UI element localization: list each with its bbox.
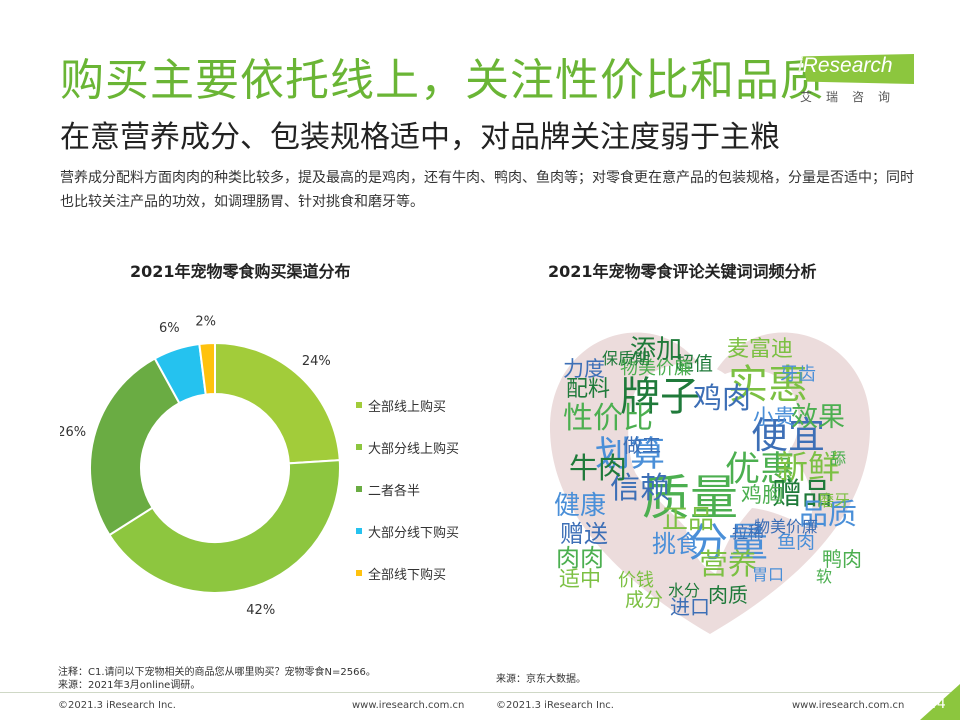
legend-label: 二者各半 <box>368 483 421 499</box>
legend-item: 全部线上购买 <box>356 384 459 426</box>
wordcloud-word: 进口 <box>670 595 710 619</box>
wordcloud-word: 正品 <box>662 505 714 535</box>
wordcloud-word: 优惠 <box>725 450 795 490</box>
wordcloud-title: 2021年宠物零食评论关键词词频分析 <box>548 262 817 281</box>
donut-chart-title: 2021年宠物零食购买渠道分布 <box>130 262 351 281</box>
wordcloud-word: 鱼肉 <box>777 531 815 553</box>
donut-data-label: 42% <box>246 603 275 618</box>
wordcloud-word: 划算 <box>595 435 665 475</box>
donut-slice <box>214 341 341 465</box>
wordcloud-word: 肉质 <box>708 583 748 607</box>
wordcloud-word: 水分 <box>668 581 700 600</box>
wordcloud-word: 质量 <box>642 470 738 526</box>
wordcloud-word: 物美价廉 <box>754 517 818 536</box>
legend-label: 大部分线下购买 <box>368 525 460 541</box>
donut-slice <box>198 341 216 396</box>
wordcloud-word: 便宜 <box>751 414 825 457</box>
wordcloud-word: 牙齿 <box>780 364 816 385</box>
note-left: 注释：C1.请问以下宠物相关的商品您从哪里购买？宠物零食N=2566。 来源：2… <box>58 666 376 692</box>
wordcloud-word: 品质 <box>799 497 857 531</box>
wordcloud-word: 软 <box>816 567 832 586</box>
logo-cn: 艾瑞咨询 <box>800 90 905 104</box>
wordcloud-word: 肉肉 <box>556 544 604 572</box>
page-subtitle: 在意营养成分、包装规格适中，对品牌关注度弱于主粮 <box>60 120 780 155</box>
wordcloud-word: 鸡胸 <box>741 483 783 507</box>
wordcloud-word: 牌子 <box>620 374 700 420</box>
note-line: 来源：2021年3月online调研。 <box>58 680 201 691</box>
legend-swatch <box>356 486 362 492</box>
logo-banner <box>802 54 914 84</box>
page-title: 购买主要依托线上，关注性价比和品质 <box>60 55 825 106</box>
note-right: 来源：京东大数据。 <box>496 674 586 685</box>
donut-slice <box>89 357 181 537</box>
wordcloud-word: 赠品 <box>772 477 832 512</box>
wordcloud-word: 信赖 <box>610 471 670 506</box>
note-line: 注释：C1.请问以下宠物相关的商品您从哪里购买？宠物零食N=2566。 <box>58 667 376 678</box>
wordcloud-word: 适中 <box>559 567 601 591</box>
wordcloud-word: 舔 <box>830 449 846 468</box>
legend-swatch <box>356 444 362 450</box>
wordcloud-word: 价钱 <box>618 570 654 591</box>
wordcloud-word: 胃口 <box>752 565 784 584</box>
legend-item: 大部分线上购买 <box>356 426 459 468</box>
legend-swatch <box>356 528 362 534</box>
legend-item: 二者各半 <box>356 468 459 510</box>
wordcloud-word: 分量 <box>688 520 768 566</box>
wordcloud-word: 健康 <box>554 491 606 521</box>
wordcloud-word: 营养 <box>699 547 757 581</box>
wordcloud-word: 物美价廉 <box>620 358 692 379</box>
footer-copyright-left: ©2021.3 iResearch Inc. <box>58 700 176 711</box>
legend-label: 全部线下购买 <box>368 567 447 583</box>
donut-data-label: 26% <box>60 425 86 440</box>
donut-chart: 24% 42% 26% 6% 2% <box>60 314 341 618</box>
legend-label: 大部分线上购买 <box>368 441 460 457</box>
iresearch-logo: iResearch 艾瑞咨询 <box>790 48 920 110</box>
wordcloud-word: 挑食 <box>652 530 700 558</box>
wordcloud-word: 保质期 <box>602 349 650 368</box>
footer-url-left: www.iresearch.com.cn <box>352 700 465 711</box>
legend-swatch <box>356 570 362 576</box>
wordcloud-word: 磨牙 <box>818 491 850 510</box>
wordcloud-word: 拉稀 <box>732 523 764 542</box>
wordcloud-word: 超值 <box>675 353 713 375</box>
wordcloud-word: 鸡肉 <box>693 381 751 415</box>
wordcloud-word: 牛肉 <box>569 451 627 485</box>
footer-divider <box>0 692 960 693</box>
wordcloud-word: 赠送 <box>560 520 608 548</box>
legend-swatch <box>356 402 362 408</box>
wordcloud-word: 效果 <box>791 402 845 433</box>
wordcloud-word: 做工 <box>623 435 661 457</box>
wordcloud-word: 添加 <box>630 335 682 365</box>
footer-url-right: www.iresearch.com.cn <box>792 700 905 711</box>
wordcloud-word: 新鲜 <box>776 448 840 486</box>
dog-silhouette <box>628 363 813 574</box>
legend-item: 大部分线下购买 <box>356 510 459 552</box>
wordcloud-word: 力度 <box>563 357 605 381</box>
donut-legend: 全部线上购买 大部分线上购买 二者各半大部分线下购买 全部线下购买 <box>356 384 459 594</box>
legend-item: 全部线下购买 <box>356 552 459 594</box>
wordcloud-word: 麦富迪 <box>727 337 793 362</box>
wordcloud-word: 鸭肉 <box>822 547 862 571</box>
wordcloud-word: 配料 <box>566 377 610 402</box>
legend-label: 全部线上购买 <box>368 399 447 415</box>
donut-data-label: 2% <box>195 314 216 329</box>
page-description: 营养成分配料方面肉肉的种类比较多，提及最高的是鸡肉，还有牛肉、鸭肉、鱼肉等；对零… <box>60 170 914 210</box>
logo-wordmark: iResearch <box>798 54 893 77</box>
donut-data-label: 24% <box>302 354 331 369</box>
footer-copyright-right: ©2021.3 iResearch Inc. <box>496 700 614 711</box>
page-number: 44 <box>928 696 946 712</box>
donut-slice <box>108 459 341 594</box>
wordcloud-word: 性价比 <box>563 401 653 436</box>
donut-data-label: 6% <box>159 321 180 336</box>
wordcloud-word: 实惠 <box>728 362 808 408</box>
wordcloud-word: 成分 <box>625 589 663 611</box>
wordcloud-word: 小贵 <box>753 405 795 429</box>
